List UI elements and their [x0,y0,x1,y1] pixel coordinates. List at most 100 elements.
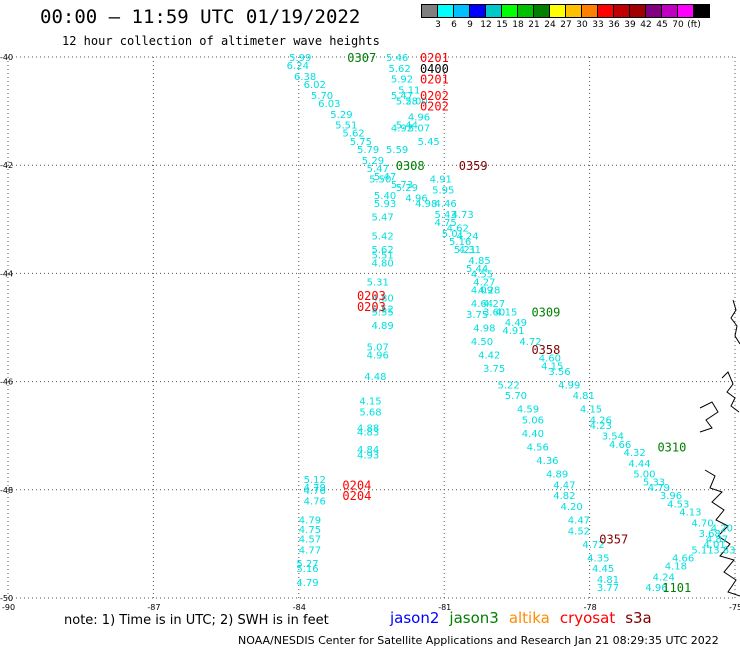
legend-item: jason2 [390,609,440,627]
wave-height-value: 4.83 [357,427,379,438]
color-scale-label: 45 [656,20,668,30]
pass-time-label: 0202 [420,100,449,114]
legend-item: jason3 [449,609,499,627]
pass-time-label: 0203 [357,300,386,314]
wave-height-value: 4.75 [299,525,321,536]
wave-height-value: 4.88 [357,424,379,435]
wave-height-value: 5.51 [372,250,394,261]
wave-height-value: 4.79 [296,578,318,589]
wave-height-value: 5.21 [454,245,476,256]
wave-height-value: 5.59 [386,145,408,156]
wave-height-value: 5.12 [304,475,326,486]
wave-height-value: 4.98 [473,324,495,335]
wave-height-value: 5.31 [367,278,389,289]
wave-height-points: 5.996.246.386.025.706.035.295.515.625.75… [287,53,736,594]
wave-height-value: 4.53 [667,499,689,510]
legend-item: s3a [625,609,652,627]
wave-height-value: 5.29 [330,110,352,121]
wave-height-value: 4.28 [478,286,500,297]
wave-height-value: 5.47 [374,172,396,183]
color-scale-label: 6 [451,20,457,30]
wave-height-value: 4.96 [645,583,667,594]
wave-height-value: 4.49 [505,318,527,329]
wave-height-value: 4.66 [609,440,631,451]
wave-height-value: 4.72 [582,540,604,551]
legend-item: altika [508,609,550,627]
wave-height-value: 4.15 [495,307,517,318]
wave-height-value: 4.79 [304,483,326,494]
coastline-north [699,299,740,433]
wave-height-value: 5.33 [643,478,665,489]
wave-height-value: 3.75 [466,310,488,321]
pass-time-label: 0204 [342,478,371,492]
wave-height-value: 4.84 [357,445,379,456]
wave-height-value: 5.00 [405,96,427,107]
wave-height-value: 5.79 [357,145,379,156]
pass-time-label: 0202 [420,89,449,103]
wave-height-value: 5.62 [388,64,410,75]
wave-height-value: 4.56 [527,443,549,454]
wave-height-value: 3.77 [597,583,619,594]
wave-height-value: 4.50 [471,337,493,348]
color-scale-label: 42 [640,20,652,30]
wave-height-value: 5.44 [396,121,418,132]
wave-height-value: 4.35 [587,553,609,564]
wave-height-value: 4.98 [415,199,437,210]
wave-height-value: 5.62 [372,245,394,256]
wave-height-value: 4.48 [364,372,386,383]
color-scale-label: 36 [608,20,620,30]
lon-tick-label: -87 [147,603,160,612]
wave-height-value: 5.75 [350,137,372,148]
wave-height-value: 4.09 [471,286,493,297]
wave-height-value: 5.50 [369,175,391,186]
lat-tick-label: -40 [0,53,13,62]
color-scale-label: 21 [528,20,540,30]
color-scale-cell [693,4,710,18]
wave-height-value: 5.07 [367,342,389,353]
legend-item: cryosat [559,609,616,627]
wave-height-value: 5.46 [386,53,408,64]
wave-height-value: 4.91 [430,175,452,186]
wave-height-value: 6.24 [287,61,309,72]
color-scale-label: 18 [512,20,524,30]
wave-height-value: 5.29 [396,183,418,194]
wave-height-value: 4.79 [299,516,321,527]
color-scale-label: 24 [544,20,556,30]
pass-time-label: 0204 [342,489,371,503]
wave-height-value: 4.36 [536,456,558,467]
wave-height-value: 4.96 [408,113,430,124]
wave-height-value: 4.66 [672,553,694,564]
wave-height-value: 5.95 [432,186,454,197]
wave-height-value: 4.26 [590,415,612,426]
wave-height-value: 4.44 [628,459,650,470]
pass-time-label: 0201 [420,51,449,65]
wave-height-value: 5.07 [408,123,430,134]
wave-height-value: 3.68 [699,529,721,540]
wave-height-value: 5.43 [435,210,457,221]
wave-height-value: 4.47 [553,480,575,491]
wave-height-value: 6.02 [304,80,326,91]
wave-height-value: 4.79 [648,483,670,494]
wave-height-value: 5.00 [633,470,655,481]
lat-tick-label: -46 [0,378,13,387]
wave-height-value: 4.75 [435,218,457,229]
credit-text: NOAA/NESDIS Center for Satellite Applica… [238,634,719,647]
wave-height-value: 4.60 [539,353,561,364]
pass-time-label: 0203 [357,289,386,303]
lat-tick-label: -50 [0,594,13,603]
wave-height-value: 4.23 [590,421,612,432]
wave-height-value: 4.91 [502,326,524,337]
pass-time-label: 0201 [420,73,449,87]
wave-height-value: 5.62 [342,129,364,140]
wave-height-value: 6.03 [318,99,340,110]
wave-height-value: 4.27 [483,299,505,310]
page-title: 00:00 – 11:59 UTC 01/19/2022 [40,6,361,28]
wave-height-value: 5.47 [372,213,394,224]
axis-labels: -40 -42 -44 -46 -48 -50-90 -87 -84 -81 -78 -75 [0,53,740,612]
wave-height-value: 4.64 [471,299,493,310]
wave-height-value: 4.80 [372,259,394,270]
wave-height-value: 4.89 [546,470,568,481]
color-scale-label: (ft) [687,20,701,30]
wave-height-value: 5.40 [374,191,396,202]
wave-height-value: 4.40 [522,429,544,440]
